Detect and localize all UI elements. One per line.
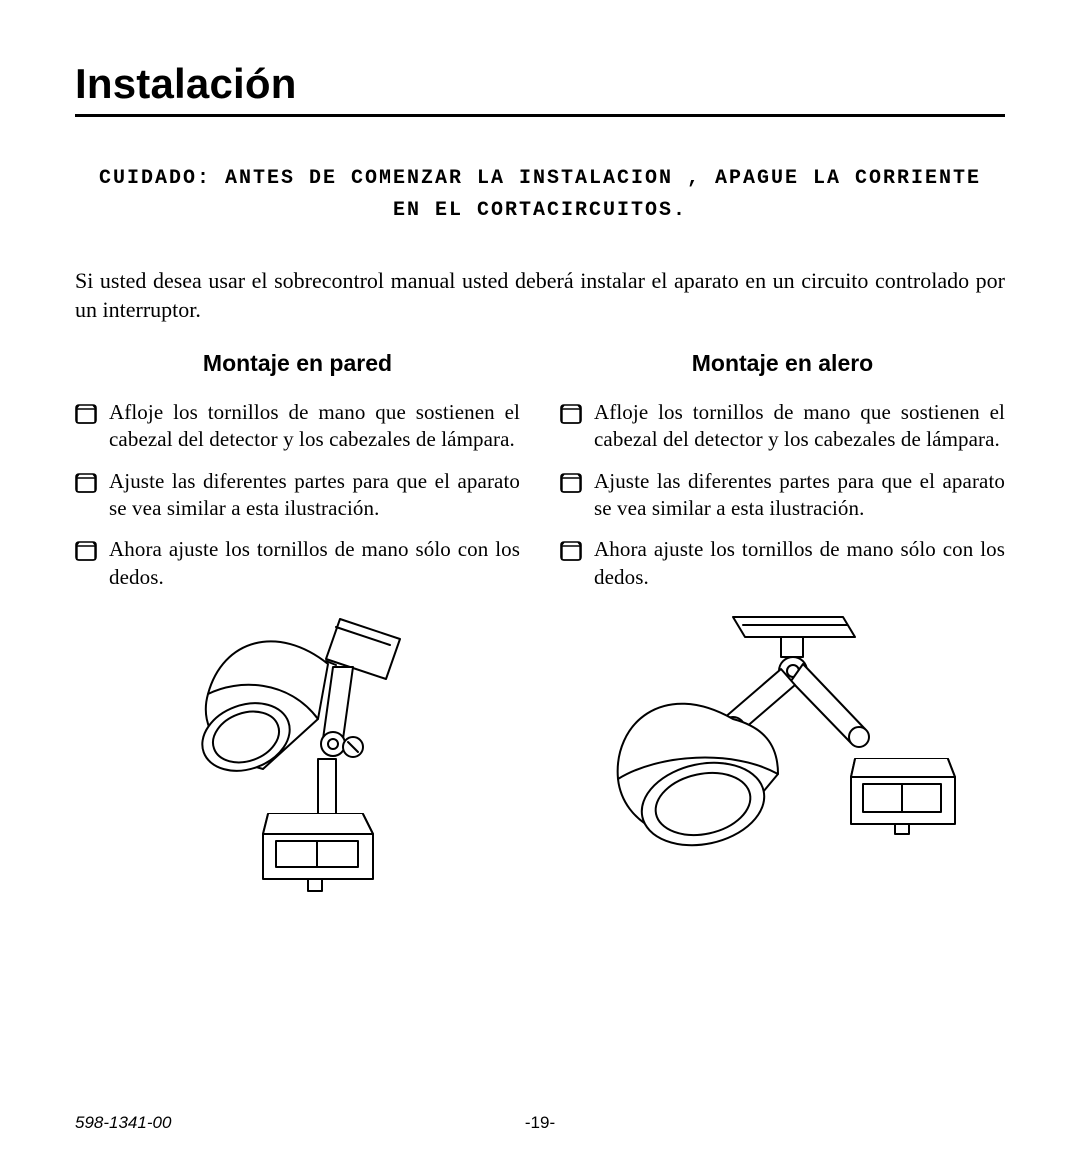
document-code: 598-1341-00 — [75, 1113, 171, 1133]
checklist-item: Afloje los tornillos de mano que sostien… — [75, 399, 520, 454]
checkbox-icon — [560, 403, 582, 425]
checklist-text: Afloje los tornillos de mano que sostien… — [594, 399, 1005, 454]
checklist-text: Ahora ajuste los tornillos de mano sólo … — [109, 536, 520, 591]
wall-mount-heading: Montaje en pared — [75, 350, 520, 377]
checklist-text: Ajuste las diferentes partes para que el… — [594, 468, 1005, 523]
column-wall-mount: Montaje en pared Afloje los tornillos de… — [75, 350, 520, 919]
checklist-item: Ajuste las diferentes partes para que el… — [75, 468, 520, 523]
checkbox-icon — [560, 472, 582, 494]
intro-paragraph: Si usted desea usar el sobrecontrol manu… — [75, 267, 1005, 324]
page-number: -19- — [525, 1113, 555, 1133]
wall-mount-illustration — [75, 609, 520, 919]
checklist-item: Ajuste las diferentes partes para que el… — [560, 468, 1005, 523]
title-rule — [75, 114, 1005, 117]
checkbox-icon — [75, 403, 97, 425]
columns: Montaje en pared Afloje los tornillos de… — [75, 350, 1005, 919]
checkbox-icon — [560, 540, 582, 562]
warning-text: CUIDADO: ANTES DE COMENZAR LA INSTALACIO… — [98, 163, 982, 227]
checkbox-icon — [75, 540, 97, 562]
checklist-item: Ahora ajuste los tornillos de mano sólo … — [75, 536, 520, 591]
checklist-text: Ajuste las diferentes partes para que el… — [109, 468, 520, 523]
column-eave-mount: Montaje en alero Afloje los tornillos de… — [560, 350, 1005, 919]
page: Instalación CUIDADO: ANTES DE COMENZAR L… — [0, 0, 1080, 1171]
eave-mount-heading: Montaje en alero — [560, 350, 1005, 377]
eave-mount-illustration — [560, 609, 1005, 909]
footer-spacer — [1000, 1113, 1005, 1133]
checkbox-icon — [75, 472, 97, 494]
checklist-item: Afloje los tornillos de mano que sostien… — [560, 399, 1005, 454]
floodlight-eave-svg — [603, 609, 963, 909]
checklist-item: Ahora ajuste los tornillos de mano sólo … — [560, 536, 1005, 591]
page-title: Instalación — [75, 60, 1005, 108]
checklist-text: Ahora ajuste los tornillos de mano sólo … — [594, 536, 1005, 591]
floodlight-wall-svg — [168, 609, 428, 919]
page-footer: 598-1341-00 -19- — [75, 1113, 1005, 1133]
checklist-text: Afloje los tornillos de mano que sostien… — [109, 399, 520, 454]
